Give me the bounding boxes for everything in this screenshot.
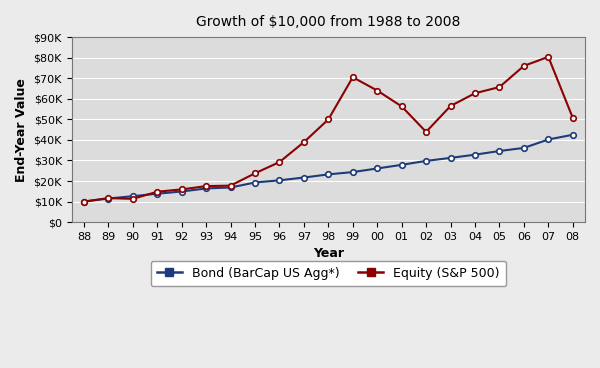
X-axis label: Year: Year bbox=[313, 247, 344, 261]
Legend: Bond (BarCap US Agg*), Equity (S&P 500): Bond (BarCap US Agg*), Equity (S&P 500) bbox=[151, 261, 506, 286]
Title: Growth of $10,000 from 1988 to 2008: Growth of $10,000 from 1988 to 2008 bbox=[196, 15, 461, 29]
Y-axis label: End-Year Value: End-Year Value bbox=[15, 78, 28, 181]
